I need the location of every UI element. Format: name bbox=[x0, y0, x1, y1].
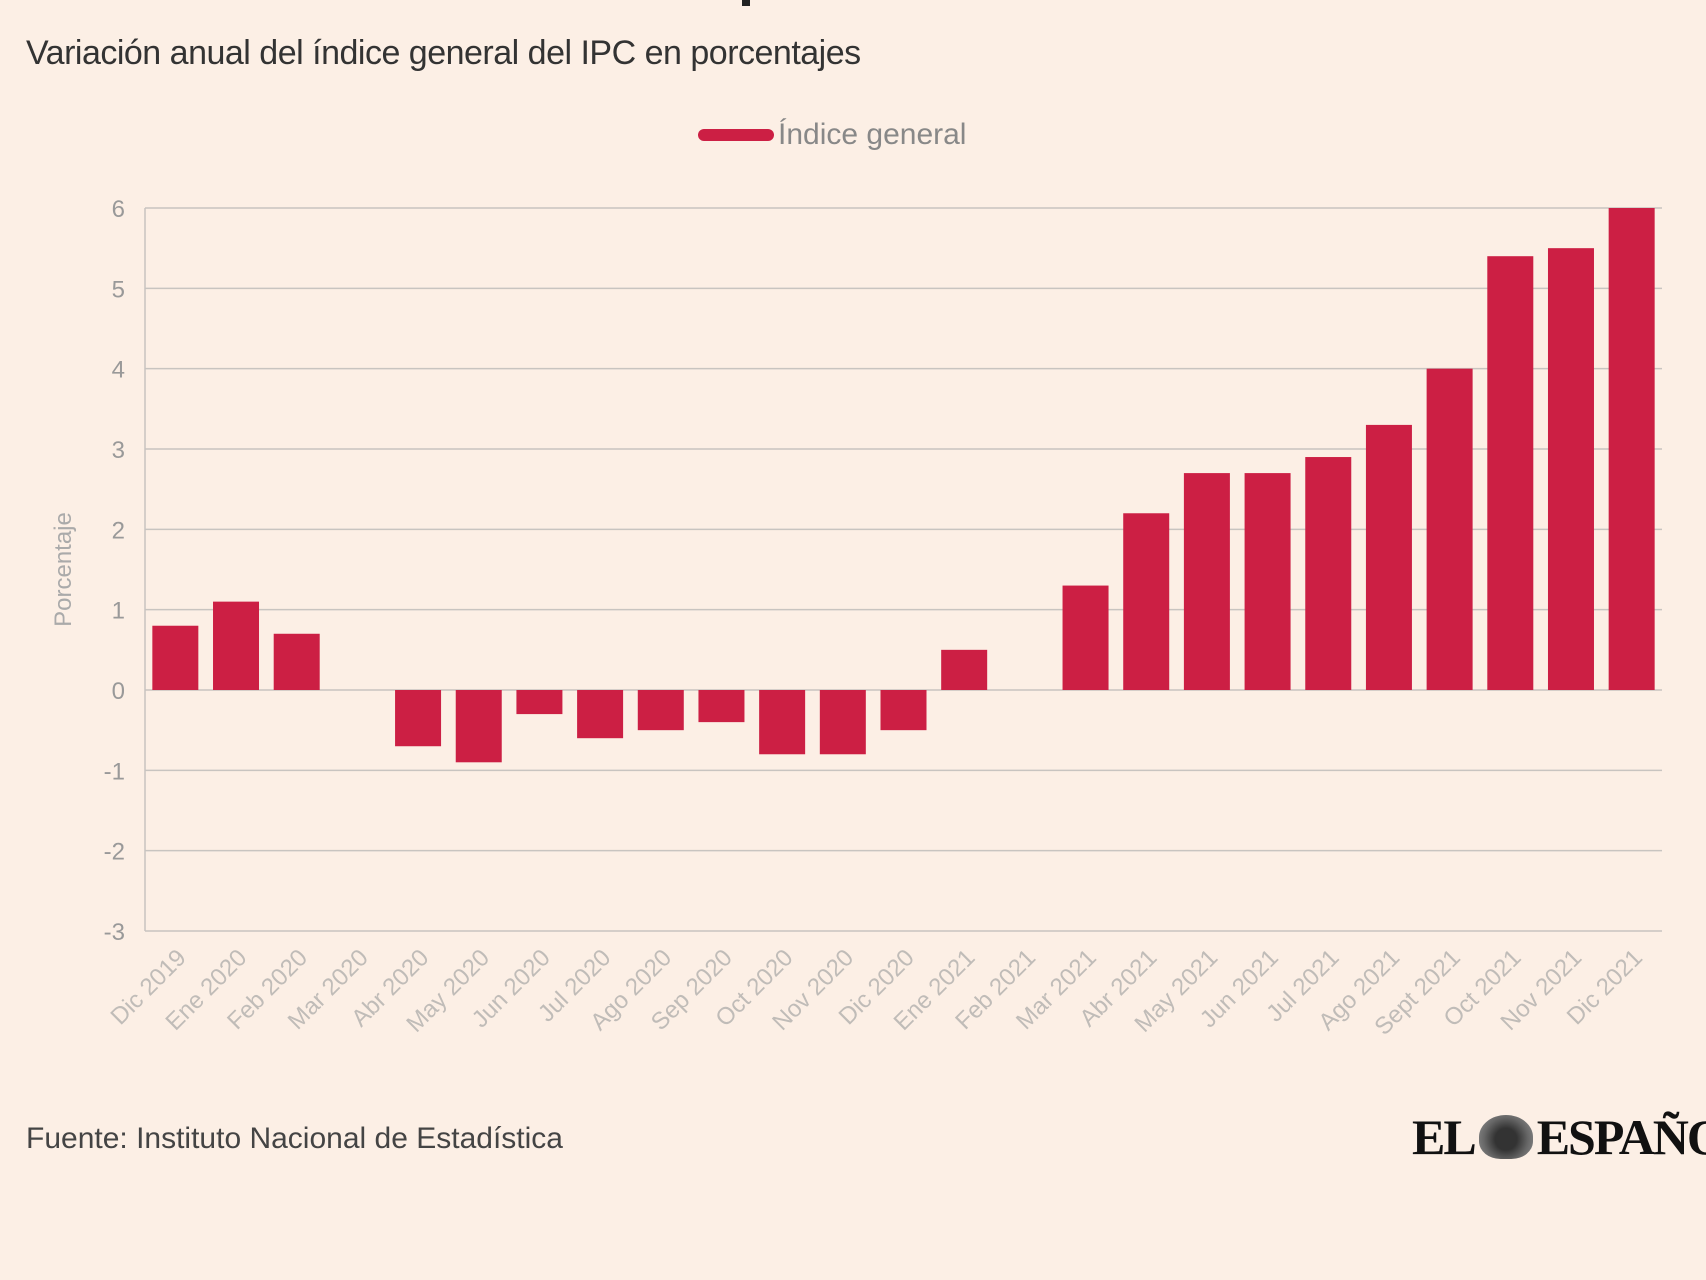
y-tick-label: 4 bbox=[112, 357, 125, 384]
bar bbox=[455, 690, 502, 763]
bar bbox=[1487, 256, 1534, 690]
bar bbox=[1365, 424, 1412, 690]
el-espanol-logo: ELESPAÑOL bbox=[1412, 1109, 1706, 1165]
y-tick-label: 1 bbox=[112, 598, 125, 625]
bar bbox=[1305, 457, 1352, 690]
bar bbox=[1183, 473, 1230, 690]
bar bbox=[395, 690, 442, 747]
bar bbox=[1547, 248, 1594, 690]
lion-icon bbox=[1478, 1115, 1533, 1159]
bar bbox=[577, 690, 624, 739]
legend: Índice general bbox=[698, 118, 966, 152]
source-note: Fuente: Instituto Nacional de Estadístic… bbox=[26, 1122, 563, 1155]
y-axis-label: Porcentaje bbox=[50, 512, 77, 627]
bar bbox=[1062, 585, 1109, 690]
bar bbox=[213, 601, 260, 690]
title-fragment bbox=[742, 0, 750, 6]
bar bbox=[819, 690, 866, 755]
chart-subtitle: Variación anual del índice general del I… bbox=[26, 34, 861, 72]
y-tick-label: 5 bbox=[112, 276, 125, 303]
bar bbox=[941, 649, 988, 690]
bar bbox=[516, 690, 563, 715]
bar bbox=[1608, 208, 1655, 690]
bar bbox=[1426, 368, 1473, 690]
bar bbox=[1123, 513, 1170, 690]
y-tick-label: 6 bbox=[112, 196, 125, 223]
y-tick-label: 2 bbox=[112, 517, 125, 544]
y-tick-label: -1 bbox=[104, 758, 125, 785]
y-tick-label: -2 bbox=[104, 839, 125, 866]
bar bbox=[273, 633, 320, 690]
legend-label: Índice general bbox=[778, 118, 967, 151]
bar bbox=[1244, 473, 1291, 690]
y-tick-label: -3 bbox=[104, 919, 125, 946]
y-tick-label: 0 bbox=[112, 678, 125, 705]
bar bbox=[759, 690, 806, 755]
bar bbox=[152, 625, 199, 690]
legend-swatch bbox=[698, 129, 774, 141]
y-tick-label: 3 bbox=[112, 437, 125, 464]
bar bbox=[880, 690, 927, 731]
bar bbox=[698, 690, 745, 723]
bar bbox=[637, 690, 684, 731]
